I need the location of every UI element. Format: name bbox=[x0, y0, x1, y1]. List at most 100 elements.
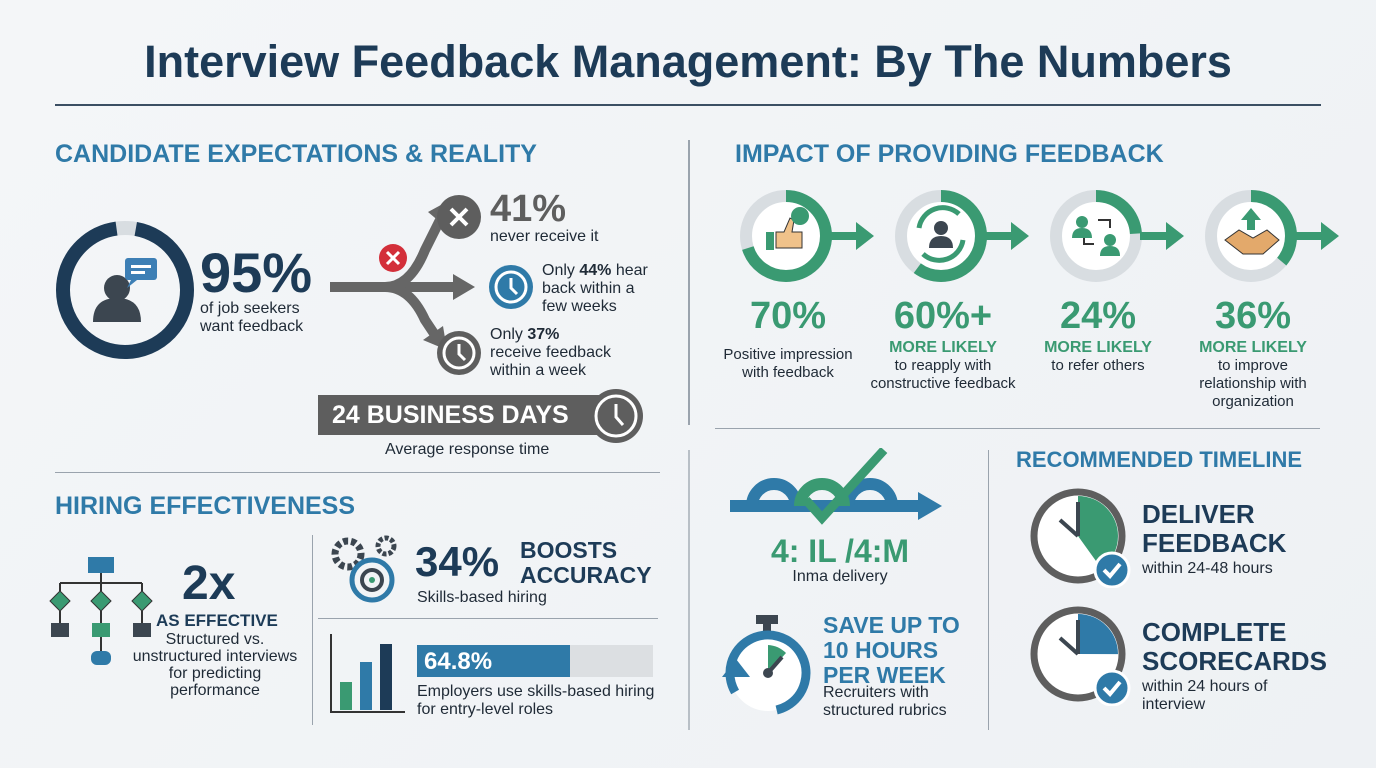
text: performance bbox=[170, 682, 260, 699]
impact-stat: 70% bbox=[749, 295, 827, 337]
handshake-icon bbox=[1224, 208, 1280, 255]
text: Structured vs. bbox=[165, 631, 265, 648]
timeline-heading: RECOMMENDED TIMELINE bbox=[1016, 447, 1302, 472]
text: receive feedback bbox=[490, 344, 611, 361]
text: Positive impression bbox=[723, 346, 853, 363]
divider bbox=[318, 618, 658, 619]
text: DELIVER bbox=[1142, 499, 1255, 529]
arrow-right-icon bbox=[1140, 222, 1184, 250]
response-time-banner: 24 BUSINESS DAYS bbox=[318, 395, 608, 435]
clock-icon bbox=[489, 265, 533, 309]
text: within 24 hours of bbox=[1142, 678, 1268, 695]
section-divider bbox=[988, 450, 989, 730]
text: within a week bbox=[490, 362, 587, 379]
text: PER WEEK bbox=[823, 662, 946, 688]
text: BOOSTS bbox=[520, 537, 618, 563]
text: constructive feedback bbox=[870, 375, 1016, 392]
text: organization bbox=[1212, 393, 1294, 410]
red-x-icon bbox=[379, 244, 407, 272]
clock-icon bbox=[589, 389, 643, 443]
gear-target-icon bbox=[331, 535, 397, 603]
thumbs-up-icon bbox=[766, 207, 809, 250]
accuracy-desc: Skills-based hiring bbox=[417, 589, 547, 606]
stat: 44% bbox=[579, 262, 612, 279]
stat: 37% bbox=[527, 326, 560, 343]
never-receive-label: never receive it bbox=[490, 228, 599, 245]
text: to improve bbox=[1217, 357, 1289, 374]
flowchart-icon bbox=[49, 557, 153, 665]
accuracy-stat: 34% bbox=[415, 538, 500, 585]
impact-tag: MORE LIKELY bbox=[1199, 339, 1307, 356]
text: Only bbox=[490, 326, 528, 343]
title-divider bbox=[55, 104, 1321, 106]
job-seeker-ring bbox=[56, 221, 194, 359]
reapply-cycle-icon bbox=[916, 205, 966, 263]
clock-check-icon bbox=[1030, 488, 1131, 588]
impact-tag: MORE LIKELY bbox=[1044, 339, 1152, 356]
text: Only bbox=[542, 262, 580, 279]
clock-icon bbox=[437, 331, 481, 375]
text: FEEDBACK bbox=[1142, 528, 1287, 558]
impact-stat: 60%+ bbox=[893, 295, 993, 337]
stat-label: of job seekers bbox=[200, 300, 300, 317]
impact-desc: MORE LIKELY to improve relationship with o… bbox=[1173, 339, 1333, 411]
text: back within a bbox=[542, 280, 635, 297]
response-time-label: Average response time bbox=[385, 441, 550, 458]
impact-stat: 24% bbox=[1059, 295, 1137, 337]
arrow-right-icon bbox=[985, 222, 1029, 250]
impact-heading: IMPACT OF PROVIDING FEEDBACK bbox=[735, 140, 1164, 168]
column-divider bbox=[688, 140, 690, 425]
hiring-heading: HIRING EFFECTIVENESS bbox=[55, 492, 356, 520]
bar-chart-icon bbox=[330, 634, 405, 713]
text: with feedback bbox=[742, 364, 834, 381]
stopwatch-icon bbox=[722, 615, 811, 716]
text: ACCURACY bbox=[520, 562, 652, 588]
impact-desc: MORE LIKELY to refer others bbox=[1018, 339, 1178, 375]
x-circle-icon bbox=[437, 195, 481, 239]
text: structured rubrics bbox=[823, 702, 947, 719]
page-title: Interview Feedback Management: By The Nu… bbox=[144, 36, 1232, 87]
impact-ring bbox=[1205, 190, 1339, 282]
referral-icon bbox=[1072, 216, 1120, 256]
text: to refer others bbox=[1051, 357, 1145, 374]
impact-ring bbox=[740, 190, 874, 282]
section-divider bbox=[715, 428, 1320, 429]
text: for entry-level roles bbox=[417, 701, 554, 718]
main-stat: 95% bbox=[200, 241, 313, 304]
never-receive-stat: 41% bbox=[490, 188, 567, 230]
text: COMPLETE bbox=[1142, 617, 1287, 647]
impact-ring bbox=[1050, 190, 1184, 282]
arrow-right-icon bbox=[830, 222, 874, 250]
candidate-heading: CANDIDATE EXPECTATIONS & REALITY bbox=[55, 140, 537, 168]
impact-stat: 36% bbox=[1214, 295, 1292, 337]
text: Recruiters with bbox=[823, 684, 929, 701]
text: unstructured interviews bbox=[132, 648, 298, 665]
arrow-right-icon bbox=[1295, 222, 1339, 250]
impact-desc: Positive impression with feedback bbox=[708, 346, 868, 382]
text: SAVE UP TO bbox=[823, 612, 960, 638]
text: SCORECARDS bbox=[1142, 646, 1327, 676]
text: Employers use skills-based hiring bbox=[417, 683, 655, 700]
section-divider bbox=[55, 472, 660, 473]
text: few weeks bbox=[542, 298, 617, 315]
text: relationship with bbox=[1199, 375, 1307, 392]
text: within 24-48 hours bbox=[1142, 560, 1273, 577]
text: hear bbox=[611, 262, 648, 279]
text: to reapply with bbox=[894, 357, 992, 374]
stat-label: want feedback bbox=[200, 318, 304, 335]
text: interview bbox=[1142, 696, 1206, 713]
impact-ring bbox=[895, 190, 1029, 282]
delivery-loop-icon bbox=[730, 448, 942, 525]
employers-stat: 64.8% bbox=[424, 648, 493, 675]
text: 10 HOURS bbox=[823, 637, 939, 663]
person-chat-icon bbox=[93, 258, 157, 322]
delivery-label: Inma delivery bbox=[792, 568, 888, 585]
clock-check-icon bbox=[1030, 606, 1131, 706]
column-divider-lower bbox=[688, 450, 690, 730]
divider bbox=[312, 535, 313, 725]
impact-desc: MORE LIKELY to reapply with constructive … bbox=[863, 339, 1023, 393]
delivery-stat: 4: IL /4:M bbox=[770, 533, 910, 569]
impact-tag: MORE LIKELY bbox=[889, 339, 997, 356]
employers-progress-bar bbox=[417, 645, 653, 677]
text: for predicting bbox=[168, 665, 262, 682]
